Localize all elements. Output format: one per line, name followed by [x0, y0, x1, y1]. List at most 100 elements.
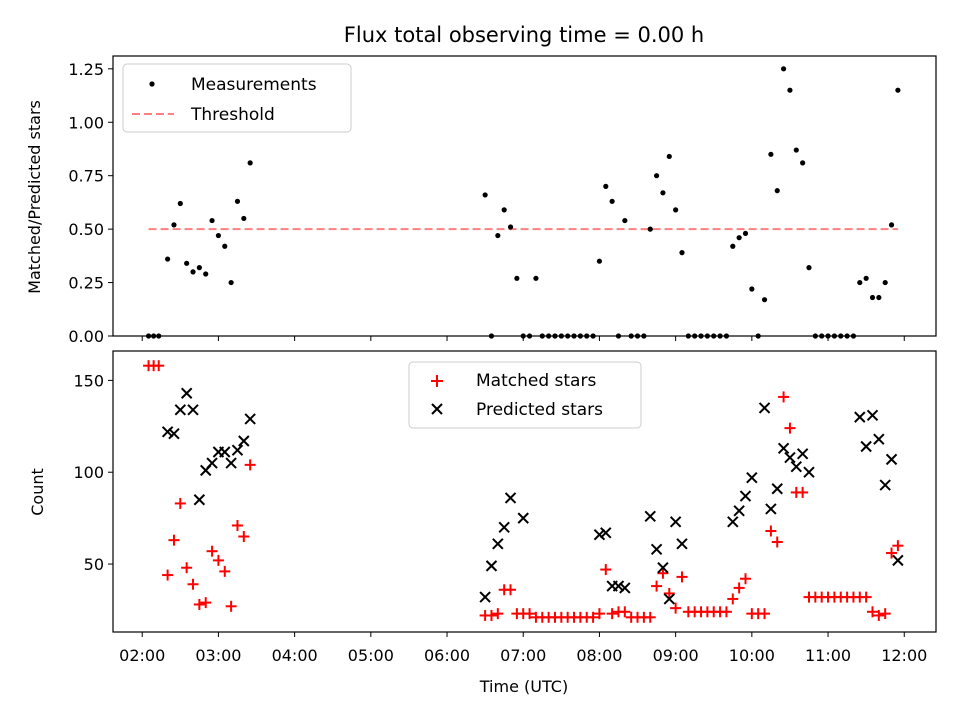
predicted-stars-point: [657, 562, 669, 574]
measurement-point: [184, 260, 190, 266]
x-tick-label: 06:00: [424, 646, 470, 665]
matched-stars-point: [765, 525, 777, 537]
matched-stars-point: [670, 602, 682, 614]
predicted-stars-point: [231, 444, 244, 456]
matched-stars-point: [886, 547, 898, 559]
matched-stars-point: [181, 562, 193, 574]
matched-stars-point: [587, 611, 599, 623]
top-panel: Flux total observing time = 0.00 h Match…: [25, 23, 937, 346]
measurement-point: [596, 258, 603, 264]
x-tick-label: 10:00: [729, 646, 775, 665]
measurement-point: [177, 200, 183, 207]
measurement-point: [482, 192, 488, 198]
predicted-stars-point: [619, 582, 631, 594]
top-plot-area: [145, 66, 901, 339]
bottom-axes-frame: [112, 350, 937, 633]
top-legend-box: [122, 63, 352, 133]
measurement-point: [622, 217, 628, 224]
measurement-point: [228, 279, 234, 286]
measurement-point: [203, 271, 209, 277]
matched-stars-point: [231, 519, 243, 531]
y-tick-label: 0.00: [68, 327, 104, 346]
predicted-stars-point: [746, 472, 758, 484]
predicted-stars-point: [479, 591, 491, 603]
matched-stars-point: [225, 600, 237, 612]
chart-title: Flux total observing time = 0.00 h: [344, 23, 704, 47]
top-x-axis-ticks: [141, 336, 905, 341]
predicted-stars-point: [892, 554, 904, 567]
y-tick-label: 0.75: [68, 167, 104, 186]
measurement-point: [653, 173, 660, 179]
x-tick-label: 08:00: [576, 646, 622, 665]
predicted-stars-point: [803, 466, 815, 478]
predicted-stars-point: [650, 543, 663, 556]
matched-stars-point: [663, 587, 675, 599]
measurement-point: [171, 222, 177, 228]
x-tick-label: 09:00: [653, 646, 699, 665]
measurement-point: [666, 153, 672, 160]
x-axis-label: Time (UTC): [479, 677, 568, 696]
matched-stars-legend-label: Matched stars: [476, 371, 596, 391]
predicted-stars-point: [727, 516, 739, 528]
predicted-stars-point: [873, 433, 885, 445]
matched-stars-point: [873, 609, 885, 621]
top-axes-frame: [112, 55, 937, 337]
predicted-stars-point: [644, 510, 656, 523]
matched-stars-point: [606, 608, 618, 620]
matched-stars-point: [153, 360, 165, 372]
y-tick-label: 0.25: [68, 274, 104, 293]
predicted-stars-point: [174, 404, 187, 416]
predicted-stars-point: [593, 528, 606, 541]
measurement-point: [679, 250, 685, 256]
matched-stars-point: [676, 571, 688, 583]
matched-stars-point: [866, 606, 878, 618]
matched-stars-point: [162, 569, 174, 581]
matched-stars-point: [212, 554, 224, 566]
measurement-point: [247, 160, 253, 166]
matched-stars-point: [492, 608, 504, 620]
measurement-point: [742, 230, 749, 237]
matched-stars-point: [619, 606, 631, 618]
y-tick-label: 150: [73, 371, 104, 390]
predicted-stars-point: [676, 538, 688, 550]
matched-stars-point: [892, 540, 904, 552]
predicted-stars-point: [517, 512, 529, 524]
matched-stars-point: [485, 609, 497, 621]
measurement-point: [196, 265, 202, 271]
top-y-axis-ticks: 0.00 0.25 0.50 0.75 1.00 1.25: [68, 60, 113, 346]
y-tick-label: 0.50: [68, 220, 104, 239]
measurement-point: [888, 222, 895, 228]
y-tick-label: 100: [73, 463, 104, 482]
measurement-point: [241, 215, 247, 222]
predicted-stars-legend-marker: [431, 403, 443, 415]
bottom-panel: Count Time (UTC) 50 100 150 02:00 03:00 04:0…: [28, 350, 937, 696]
measurement-point: [895, 87, 901, 93]
measurement-point: [882, 279, 888, 286]
predicted-stars-point: [777, 442, 790, 455]
measurement-point: [793, 147, 799, 153]
measurement-point: [647, 226, 653, 232]
measurement-point: [736, 235, 742, 241]
bottom-legend-box: [408, 361, 642, 429]
bottom-legend: Matched stars Predicted stars: [408, 361, 642, 429]
x-tick-label: 07:00: [500, 646, 546, 665]
predicted-stars-legend-label: Predicted stars: [476, 400, 603, 420]
matched-stars-point: [651, 580, 663, 592]
predicted-stars-point: [161, 426, 174, 438]
predicted-stars-point: [244, 413, 256, 425]
bottom-y-axis-label: Count: [28, 468, 47, 516]
predicted-stars-point: [796, 448, 809, 460]
predicted-stars-point: [765, 503, 777, 515]
matched-stars-point: [657, 567, 669, 579]
predicted-stars-point: [771, 483, 783, 495]
measurement-point: [165, 256, 171, 262]
bottom-x-axis-ticks: 02:00 03:00 04:00 05:00 06:00 07:00 08:00 09:00…: [119, 632, 927, 665]
predicted-stars-point: [238, 435, 250, 447]
measurement-point: [787, 87, 793, 93]
predicted-stars-point: [790, 460, 803, 473]
measurement-point: [603, 183, 609, 189]
measurement-point: [514, 275, 520, 281]
measurement-point: [501, 207, 507, 213]
threshold-legend-label: Threshold: [190, 105, 275, 125]
predicted-stars-point: [733, 505, 745, 517]
